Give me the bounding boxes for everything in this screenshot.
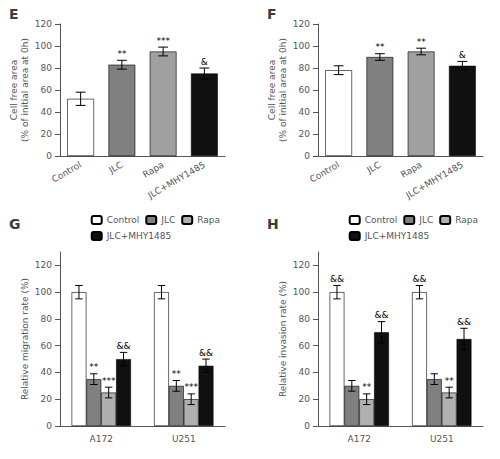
svg-text:**: **	[362, 382, 372, 392]
svg-text:Rapa: Rapa	[197, 215, 220, 225]
svg-text:JLC: JLC	[418, 215, 433, 225]
svg-text:120: 120	[293, 19, 310, 29]
svg-text:**: **	[445, 376, 455, 386]
svg-text:JLC+MHY1485: JLC+MHY1485	[106, 231, 171, 241]
svg-text:80: 80	[41, 63, 53, 73]
svg-text:Control: Control	[50, 160, 83, 185]
svg-text:40: 40	[299, 107, 311, 117]
svg-text:40: 40	[299, 367, 311, 377]
svg-text:20: 20	[299, 129, 311, 139]
svg-text:20: 20	[41, 394, 53, 404]
svg-text:40: 40	[41, 367, 53, 377]
svg-text:&&: &&	[412, 274, 426, 284]
svg-text:20: 20	[41, 129, 53, 139]
svg-text:120: 120	[293, 260, 310, 270]
svg-text:JLC+MHY1485: JLC+MHY1485	[364, 231, 429, 241]
svg-text:Relative invasion rate (%): Relative invasion rate (%)	[278, 281, 288, 397]
svg-text:60: 60	[299, 85, 311, 95]
svg-text:0: 0	[304, 151, 310, 161]
svg-text:20: 20	[299, 394, 311, 404]
svg-text:100: 100	[293, 287, 310, 297]
svg-text:***: ***	[156, 36, 170, 46]
svg-text:&: &	[201, 57, 208, 67]
svg-text:&&: &&	[457, 317, 471, 327]
svg-text:**: **	[375, 42, 385, 52]
svg-text:80: 80	[41, 314, 53, 324]
svg-text:F: F	[267, 6, 277, 22]
svg-text:&&: &&	[199, 348, 213, 358]
svg-text:A172: A172	[348, 434, 371, 444]
svg-text:60: 60	[41, 341, 53, 351]
svg-text:U251: U251	[172, 434, 196, 444]
svg-text:(% of initial area at 0h): (% of initial area at 0h)	[20, 38, 30, 142]
svg-text:0: 0	[304, 421, 310, 431]
svg-text:Cell free area: Cell free area	[9, 60, 19, 120]
svg-text:H: H	[267, 216, 279, 232]
svg-text:120: 120	[35, 19, 52, 29]
svg-text:Cell free area: Cell free area	[267, 60, 277, 120]
svg-text:***: ***	[102, 376, 116, 386]
svg-text:0: 0	[46, 151, 52, 161]
svg-text:JLC: JLC	[364, 160, 382, 176]
svg-text:**: **	[89, 362, 99, 372]
svg-text:JLC: JLC	[106, 160, 124, 176]
svg-text:&&: &&	[375, 310, 389, 320]
svg-text:JLC+MHY1485: JLC+MHY1485	[145, 160, 207, 201]
svg-text:&&: &&	[117, 341, 131, 351]
svg-text:Control: Control	[365, 215, 398, 225]
svg-text:Control: Control	[308, 160, 341, 185]
svg-text:A172: A172	[90, 434, 113, 444]
svg-text:E: E	[9, 6, 19, 22]
svg-text:Rapa: Rapa	[399, 160, 424, 180]
svg-text:100: 100	[293, 41, 310, 51]
svg-text:JLC+MHY1485: JLC+MHY1485	[403, 160, 465, 201]
svg-text:**: **	[417, 37, 427, 47]
svg-text:0: 0	[46, 421, 52, 431]
svg-text:80: 80	[299, 314, 311, 324]
svg-text:60: 60	[41, 85, 53, 95]
svg-text:100: 100	[35, 287, 52, 297]
svg-text:**: **	[117, 49, 127, 59]
svg-text:(% of initial area at 0h): (% of initial area at 0h)	[278, 38, 288, 142]
svg-text:U251: U251	[430, 434, 454, 444]
svg-text:100: 100	[35, 41, 52, 51]
svg-text:Rapa: Rapa	[455, 215, 478, 225]
svg-text:***: ***	[184, 382, 198, 392]
svg-text:&: &	[459, 50, 466, 60]
svg-text:JLC: JLC	[160, 215, 175, 225]
svg-text:Rapa: Rapa	[141, 160, 166, 180]
svg-text:G: G	[9, 216, 21, 232]
svg-text:**: **	[172, 369, 182, 379]
svg-text:120: 120	[35, 260, 52, 270]
svg-text:Control: Control	[107, 215, 140, 225]
svg-text:80: 80	[299, 63, 311, 73]
svg-text:&&: &&	[330, 274, 344, 284]
svg-text:40: 40	[41, 107, 53, 117]
svg-text:Relative migration rate (%): Relative migration rate (%)	[20, 278, 30, 400]
svg-text:60: 60	[299, 341, 311, 351]
